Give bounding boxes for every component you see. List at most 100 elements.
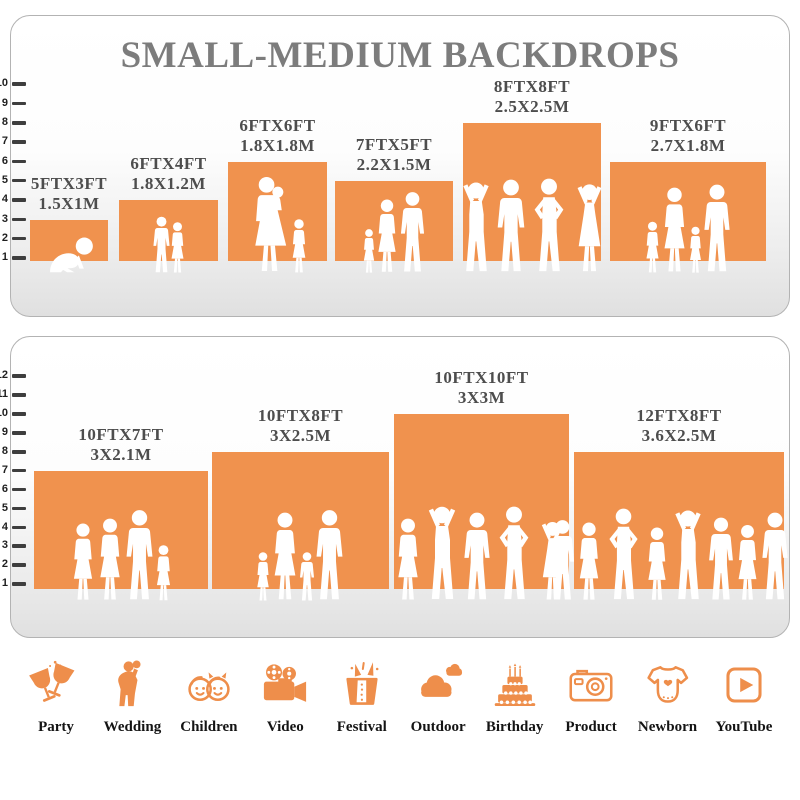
category-label: Wedding [103, 719, 162, 735]
ruler-tick-5 [12, 178, 26, 183]
category-label: Children [180, 719, 238, 735]
category-label: Product [565, 719, 617, 735]
ruler-number: 4 [1, 520, 8, 533]
ruler-number: 5 [1, 173, 8, 186]
category-label: Newborn [637, 719, 698, 735]
person-man-silhouette [497, 179, 524, 272]
ruler-tick-8 [12, 121, 26, 125]
ruler-tick-3 [12, 544, 26, 549]
ruler-number: 10 [0, 77, 8, 90]
ruler-tick-6 [12, 487, 26, 492]
ruler-tick-12 [12, 374, 26, 378]
ruler-number: 1 [1, 577, 8, 590]
product-icon [569, 669, 613, 702]
category-newborn: Newborn [632, 658, 704, 736]
category-row: Party Wedding Children Video Festival Outdoor… [20, 658, 780, 736]
category-label: Festival [336, 719, 387, 735]
ruler-number: 9 [1, 426, 8, 439]
person-girl-silhouette [689, 226, 701, 273]
person-girl-silhouette [257, 552, 269, 601]
backdrop-bar-7ftx5ft [335, 181, 453, 273]
category-label: Birthday [485, 719, 544, 735]
bar-size-label: 5FTX3FT 1.5X1M [31, 174, 107, 215]
figure-group [550, 506, 800, 602]
person-man-hips-silhouette [608, 508, 638, 600]
person-girl-silhouette [645, 221, 659, 273]
ruler-number: 11 [0, 388, 8, 401]
ruler-number: 2 [1, 231, 8, 244]
ruler-number: 7 [1, 463, 8, 476]
backdrop-panel-top: SMALL-MEDIUM BACKDROPS 1 2 3 4 5 6 7 8 9 10 5FTX3F… [0, 15, 790, 317]
ruler-tick-10 [12, 82, 26, 86]
person-girl-silhouette [292, 219, 306, 273]
category-product: Product [555, 658, 627, 736]
person-man-hips-silhouette [534, 178, 563, 272]
figure-group [119, 214, 218, 274]
person-woman-silhouette [274, 512, 296, 600]
ruler-tick-7 [12, 468, 26, 473]
person-girl-silhouette [171, 222, 183, 273]
category-label: YouTube [715, 719, 773, 735]
category-video: Video [249, 658, 321, 736]
person-woman-baby-silhouette [255, 176, 287, 272]
person-girl-silhouette [792, 537, 800, 601]
size-meters: 2.5X2.5M [494, 97, 570, 117]
person-woman-armsup-silhouette [541, 521, 564, 600]
person-boy-silhouette [152, 216, 170, 273]
person-baby-silhouette [50, 237, 93, 273]
category-children: Children [173, 658, 245, 736]
ruler-tick-1 [12, 256, 26, 260]
outdoor-icon [421, 663, 463, 697]
size-feet: 10FTX7FT [78, 424, 164, 444]
backdrop-bar-8ftx8ft [462, 123, 601, 272]
bar-size-label: 6FTX6FT 1.8X1.8M [239, 116, 315, 157]
person-woman-silhouette [100, 518, 120, 600]
size-feet: 8FTX8FT [493, 76, 571, 96]
category-festival: Festival [326, 658, 398, 736]
ruler-tick-9 [12, 101, 26, 106]
person-woman-silhouette [73, 523, 93, 600]
person-man-silhouette [703, 184, 730, 272]
size-feet: 9FTX6FT [649, 115, 727, 135]
person-man-hips-silhouette [499, 506, 529, 600]
ruler-number: 12 [0, 369, 8, 382]
figure-group [228, 176, 327, 274]
ruler-tick-4 [12, 198, 26, 202]
ruler-number: 3 [1, 539, 8, 552]
person-man-silhouette [126, 510, 153, 600]
backdrop-bar-9ftx6ft [610, 162, 766, 273]
ruler-number: 9 [1, 96, 8, 109]
category-party: Party [20, 658, 92, 736]
person-man-armsup-silhouette [674, 510, 701, 600]
size-feet: 10FTX10FT [434, 367, 529, 387]
size-meters: 3X2.5M [269, 426, 332, 446]
ruler-number: 1 [1, 251, 8, 264]
bar-size-label: 10FTX7FT 3X2.1M [78, 425, 163, 466]
bar-size-label: 6FTX4FT 1.8X1.2M [130, 154, 206, 195]
size-feet: 10FTX8FT [257, 405, 344, 425]
person-man-silhouette [761, 512, 788, 600]
children-icon [188, 672, 230, 702]
figure-group [34, 505, 208, 602]
category-label: Party [38, 719, 74, 735]
person-man-silhouette [316, 510, 343, 600]
size-meters: 3X2.1M [90, 445, 152, 465]
size-meters: 3.6X2.5M [641, 426, 717, 446]
ruler-number: 5 [1, 501, 8, 514]
ruler-tick-11 [12, 393, 26, 397]
figure-group [394, 502, 569, 602]
bar-size-label: 12FTX8FT 3.6X2.5M [636, 406, 721, 447]
video-icon [264, 664, 307, 702]
bar-size-label: 10FTX10FT 3X3M [434, 368, 528, 409]
ruler-number: 2 [1, 558, 8, 571]
person-woman-silhouette [738, 525, 756, 600]
size-meters: 1.8X1.8M [240, 136, 315, 156]
newborn-icon [646, 666, 688, 703]
bar-size-label: 9FTX6FT 2.7X1.8M [650, 116, 726, 157]
size-feet: 5FTX3FT [30, 173, 108, 193]
ruler-tick-2 [12, 236, 26, 241]
figure-group [462, 174, 601, 274]
size-feet: 7FTX5FT [355, 134, 433, 154]
category-birthday: Birthday [479, 658, 551, 736]
